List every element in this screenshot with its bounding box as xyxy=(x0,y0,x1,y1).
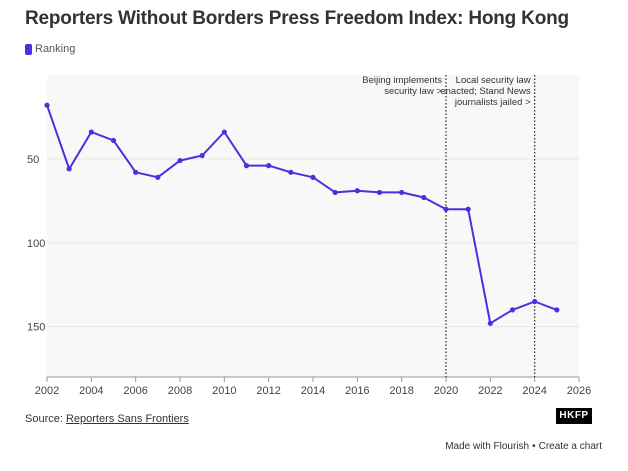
x-tick-label: 2026 xyxy=(567,385,591,397)
data-point xyxy=(310,174,316,180)
x-tick-label: 2004 xyxy=(79,385,103,397)
x-tick-label: 2010 xyxy=(212,385,236,397)
plot-background xyxy=(47,75,579,377)
data-point xyxy=(199,152,205,159)
create-chart-link[interactable]: Create a chart xyxy=(538,441,602,452)
data-point xyxy=(243,163,250,169)
data-point xyxy=(399,189,405,196)
data-point xyxy=(288,169,294,175)
x-tick-label: 2022 xyxy=(478,385,502,397)
made-with-flourish: Made with Flourish • Create a chart xyxy=(445,441,602,452)
y-tick-label: 150 xyxy=(27,322,45,334)
data-point xyxy=(421,194,427,201)
data-point xyxy=(554,307,560,313)
data-point xyxy=(266,163,272,169)
source-link[interactable]: Reporters Sans Frontiers xyxy=(65,413,189,425)
data-point xyxy=(354,188,360,194)
x-tick-label: 2012 xyxy=(256,385,280,397)
data-point xyxy=(44,102,50,108)
data-point xyxy=(443,206,449,212)
data-point xyxy=(88,129,94,135)
data-point xyxy=(155,174,161,180)
data-point xyxy=(221,129,227,135)
series-line-ranking xyxy=(46,104,558,325)
separator: • xyxy=(532,441,536,452)
x-tick-label: 2016 xyxy=(345,385,369,397)
data-point xyxy=(133,169,139,175)
x-tick-label: 2020 xyxy=(434,385,458,397)
x-tick-label: 2006 xyxy=(123,385,147,397)
chart-title: Reporters Without Borders Press Freedom … xyxy=(25,8,569,29)
annotation-text: enacted; Stand News xyxy=(440,86,531,97)
x-tick-label: 2024 xyxy=(522,385,546,397)
data-point xyxy=(487,320,493,326)
data-point xyxy=(66,166,72,172)
data-point xyxy=(532,298,538,305)
legend[interactable]: Ranking xyxy=(25,43,75,55)
data-point xyxy=(465,206,471,212)
y-tick-label: 50 xyxy=(27,154,39,166)
legend-label: Ranking xyxy=(35,43,76,55)
data-point xyxy=(177,157,183,164)
data-point xyxy=(376,189,383,196)
annotation-text: journalists jailed > xyxy=(454,97,531,108)
annotation-text: Local security law xyxy=(456,75,531,86)
y-tick-label: 100 xyxy=(27,238,45,250)
source-prefix: Source: xyxy=(25,413,66,425)
x-tick-label: 2002 xyxy=(35,385,59,397)
made-with-link[interactable]: Made with Flourish xyxy=(445,441,530,452)
legend-swatch xyxy=(25,43,32,55)
annotation-text: Beijing implements xyxy=(362,75,442,86)
x-tick-label: 2008 xyxy=(168,385,192,397)
annotation-text: security law > xyxy=(384,86,442,97)
hkfp-logo: HKFP xyxy=(556,408,592,424)
x-tick-label: 2014 xyxy=(301,385,325,397)
source-credit: Source: Reporters Sans Frontiers xyxy=(25,413,189,425)
data-point xyxy=(110,137,117,144)
x-tick-label: 2018 xyxy=(389,385,413,397)
data-point xyxy=(332,189,338,196)
data-point xyxy=(509,307,516,313)
